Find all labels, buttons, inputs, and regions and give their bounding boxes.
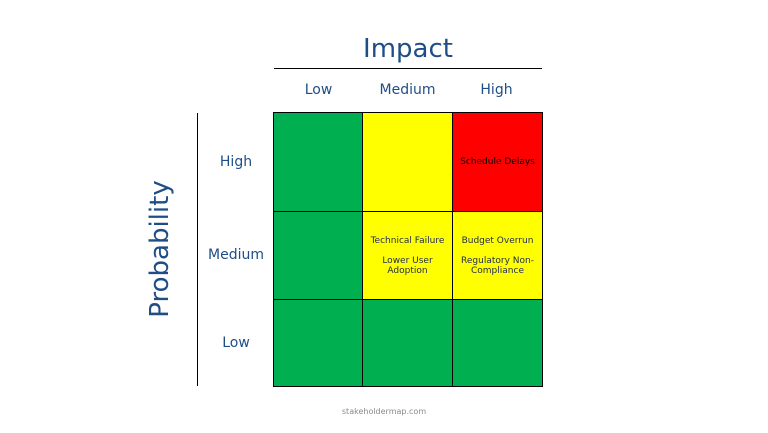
cell-high-probability-medium-impact [363,112,453,212]
cell-low-probability-low-impact [273,300,363,387]
cell-low-probability-high-impact [453,300,543,387]
cell-high-probability-high-impact: Schedule Delays [453,112,543,212]
cell-high-probability-low-impact [273,112,363,212]
impact-axis-title: Impact [363,34,453,64]
probability-level-low: Low [222,335,250,351]
probability-axis-title: Probability [145,180,175,318]
cell-medium-probability-high-impact: Budget Overrun Regulatory Non-Compliance [453,212,543,300]
impact-axis-rule [274,68,542,69]
cell-medium-probability-medium-impact: Technical Failure Lower User Adoption [363,212,453,300]
impact-level-medium: Medium [379,82,436,98]
cell-low-probability-medium-impact [363,300,453,387]
risk-regulatory-non-compliance: Regulatory Non-Compliance [461,255,534,276]
risk-budget-overrun: Budget Overrun [461,235,534,246]
impact-level-high: High [480,82,513,98]
probability-level-medium: Medium [208,247,264,263]
risk-schedule-delays: Schedule Delays [460,157,535,167]
cell-medium-probability-low-impact [273,212,363,300]
source-footer: stakeholdermap.com [341,407,427,416]
risk-matrix: Schedule Delays Technical Failure Lower … [273,112,543,387]
probability-axis-rule [197,113,198,386]
probability-level-high: High [219,154,253,170]
impact-level-low: Low [304,82,333,98]
risk-lower-user-adoption: Lower User Adoption [382,255,433,276]
risk-technical-failure: Technical Failure [370,235,445,246]
